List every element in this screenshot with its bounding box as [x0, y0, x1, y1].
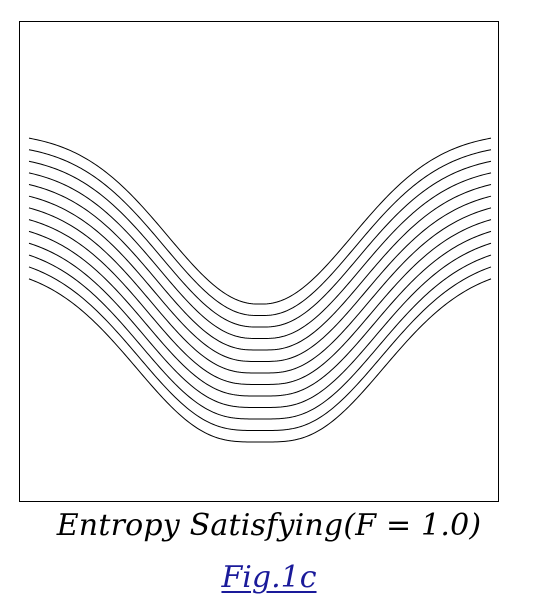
curve-10	[28, 242, 492, 408]
curve-9	[28, 230, 492, 397]
figure-label-link[interactable]: Fig.1c	[221, 560, 317, 595]
curve-5	[28, 184, 492, 351]
curve-1	[28, 137, 492, 305]
curve-12	[28, 266, 492, 431]
curve-7	[28, 207, 492, 374]
curve-4	[28, 172, 492, 339]
plot-area	[28, 137, 492, 443]
curve-13	[28, 278, 492, 443]
curve-2	[28, 149, 492, 316]
curve-8	[28, 219, 492, 385]
figure-frame	[19, 21, 499, 502]
curve-3	[28, 160, 492, 328]
figure-caption: Entropy Satisfying(F = 1.0)	[56, 508, 482, 543]
curve-11	[28, 254, 492, 420]
curve-6	[28, 195, 492, 362]
